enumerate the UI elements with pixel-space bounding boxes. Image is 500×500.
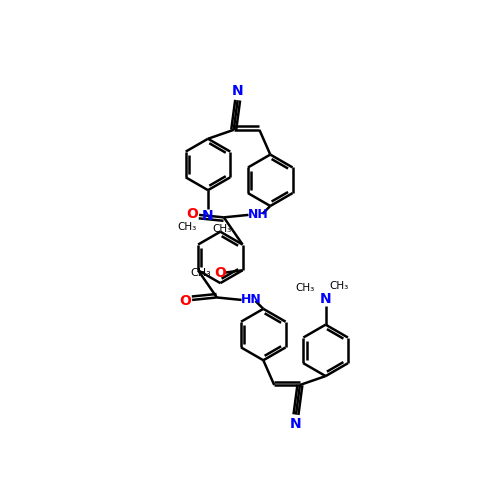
Text: CH₃: CH₃ — [212, 224, 232, 234]
Text: HN: HN — [241, 294, 262, 306]
Text: CH₃: CH₃ — [295, 282, 314, 292]
Text: CH₃: CH₃ — [178, 222, 197, 232]
Text: N: N — [202, 209, 214, 223]
Text: O: O — [214, 266, 226, 280]
Text: N: N — [290, 416, 302, 430]
Text: CH₃: CH₃ — [330, 281, 349, 291]
Text: O: O — [186, 207, 198, 221]
Text: NH: NH — [248, 208, 269, 222]
Text: CH₃: CH₃ — [190, 268, 211, 278]
Text: N: N — [232, 84, 243, 98]
Text: O: O — [180, 294, 191, 308]
Text: N: N — [320, 292, 332, 306]
